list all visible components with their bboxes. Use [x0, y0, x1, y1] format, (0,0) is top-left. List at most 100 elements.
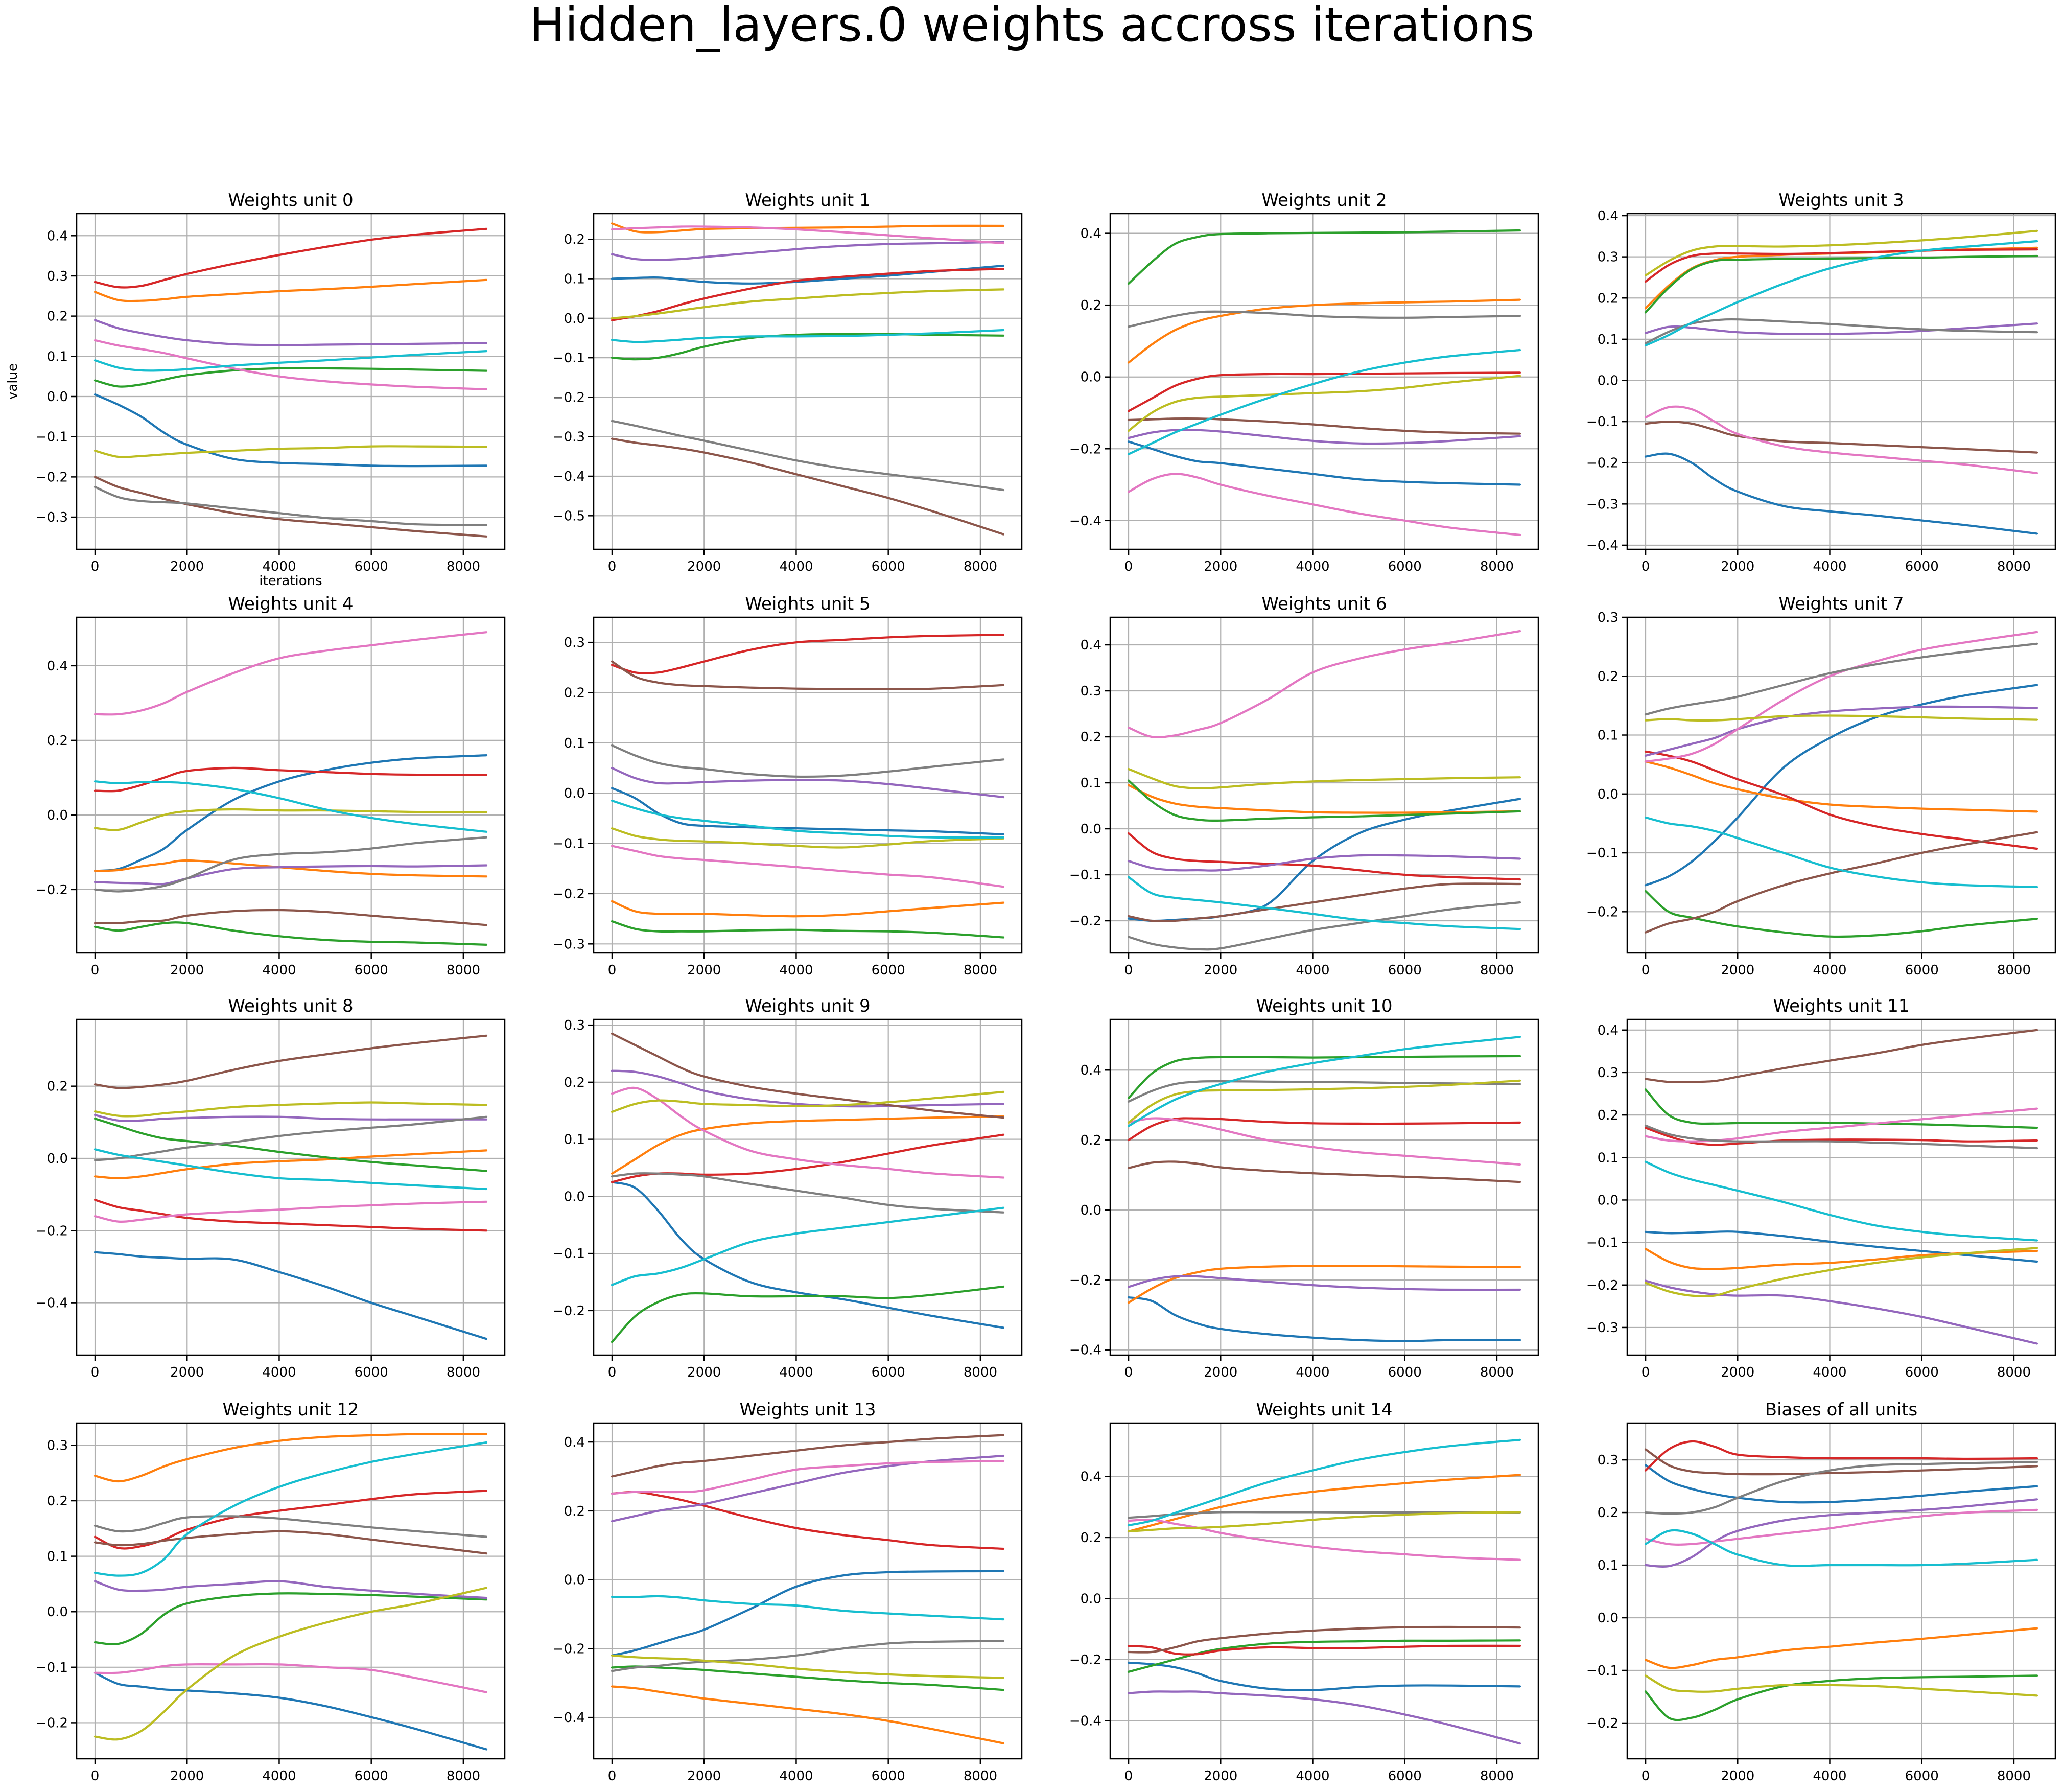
- series-line-9: [1644, 1160, 2038, 1242]
- series-line-7: [1127, 1080, 1521, 1103]
- y-tick-label: 0.0: [1598, 787, 1619, 802]
- y-tick-label: 0.2: [1598, 1505, 1619, 1521]
- series-line-5: [611, 1434, 1005, 1478]
- series-line-3: [1644, 1440, 2038, 1472]
- y-tick-label: 0.2: [47, 733, 68, 749]
- y-tick-label: −0.1: [553, 1246, 585, 1262]
- y-tick-label: −0.2: [1069, 914, 1101, 929]
- x-tick-label: 6000: [1388, 1768, 1422, 1784]
- x-tick-label: 2000: [1204, 963, 1237, 978]
- y-tick-label: 0.4: [1598, 208, 1619, 224]
- x-tick-label: 2000: [170, 559, 204, 574]
- x-tick-label: 6000: [355, 559, 388, 574]
- y-tick-label: 0.2: [1081, 1133, 1101, 1148]
- series-line-4: [611, 241, 1005, 261]
- x-tick-label: 0: [1641, 559, 1650, 574]
- plot-frame: [1626, 1018, 2056, 1356]
- series-line-9: [611, 799, 1005, 839]
- subplot-title: Weights unit 9: [745, 996, 870, 1016]
- series-line-6: [1127, 1117, 1521, 1166]
- series-line-8: [611, 1090, 1005, 1113]
- x-tick-label: 8000: [447, 559, 480, 574]
- series-line-9: [93, 780, 488, 833]
- x-tick-label: 2000: [687, 1768, 721, 1784]
- series-line-4: [1127, 1275, 1521, 1291]
- series-line-0: [1644, 452, 2038, 535]
- series-line-6: [1644, 631, 2038, 763]
- series-line-7: [611, 420, 1005, 492]
- subplot-title: Weights unit 1: [745, 190, 870, 211]
- x-tick-label: 4000: [779, 1768, 813, 1784]
- y-tick-label: 0.1: [1598, 1150, 1619, 1166]
- y-tick-label: −0.4: [1069, 514, 1101, 529]
- series-line-8: [611, 827, 1005, 849]
- x-tick-label: 8000: [964, 963, 997, 978]
- series-line-2: [1644, 254, 2038, 314]
- series-line-7: [93, 1115, 488, 1161]
- series-line-5: [1644, 1029, 2038, 1083]
- series-line-1: [93, 278, 488, 302]
- series-line-1: [1127, 1265, 1521, 1304]
- series-line-1: [611, 900, 1005, 918]
- series-line-7: [93, 1515, 488, 1538]
- series-line-5: [1127, 1160, 1521, 1183]
- subplot-12: 0 2000 4000 6000 8000 −0.2 −0.1 0.0 0.1 0.2 0.3 Wei…: [36, 1400, 506, 1784]
- y-tick-label: −0.3: [553, 430, 585, 445]
- series-line-6: [1644, 1107, 2038, 1143]
- series-line-2: [611, 1665, 1005, 1691]
- series-line-8: [611, 288, 1005, 319]
- series-line-9: [1644, 816, 2038, 888]
- series-line-0: [611, 1570, 1005, 1657]
- x-tick-label: 2000: [1721, 1768, 1754, 1784]
- y-tick-label: 0.0: [1081, 370, 1101, 385]
- series-line-3: [611, 1491, 1005, 1550]
- x-tick-label: 8000: [1480, 1768, 1514, 1784]
- y-tick-label: 0.1: [1081, 776, 1101, 791]
- series-line-8: [93, 445, 488, 458]
- series-line-5: [611, 437, 1005, 536]
- y-tick-label: 0.0: [47, 1151, 68, 1167]
- subplot-5: 0 2000 4000 6000 8000 −0.3 −0.2 −0.1 0.0 0.1 0.2 0.…: [553, 594, 1023, 978]
- subplot-title: Weights unit 3: [1778, 190, 1904, 211]
- y-tick-label: 0.0: [1081, 1203, 1101, 1218]
- y-tick-label: 0.4: [564, 1435, 585, 1450]
- y-tick-label: 0.4: [47, 659, 68, 674]
- y-tick-label: −0.1: [1586, 414, 1619, 430]
- y-tick-label: −0.2: [36, 1715, 68, 1731]
- series-line-2: [1127, 1639, 1521, 1673]
- series-line-0: [93, 1251, 488, 1340]
- y-tick-label: −0.2: [36, 882, 68, 898]
- subplot-11: 0 2000 4000 6000 8000 −0.3 −0.2 −0.1 0.0 0.1 0.2 0.…: [1586, 996, 2056, 1380]
- series-line-3: [93, 1199, 488, 1232]
- x-tick-label: 0: [1124, 1365, 1133, 1380]
- subplot-title: Weights unit 8: [228, 996, 353, 1016]
- series-line-3: [1644, 248, 2038, 283]
- series-line-3: [93, 227, 488, 289]
- subplot-title: Weights unit 7: [1778, 594, 1904, 614]
- series-line-9: [1127, 348, 1521, 455]
- x-tick-label: 4000: [779, 1365, 813, 1380]
- series-line-6: [611, 845, 1005, 888]
- y-tick-label: −0.2: [36, 470, 68, 485]
- series-line-5: [1644, 1448, 2038, 1476]
- figure-suptitle: Hidden_layers.0 weights accross iteratio…: [530, 0, 1535, 52]
- series-line-1: [1644, 1627, 2038, 1669]
- series-line-0: [611, 1181, 1005, 1329]
- series-line-3: [1127, 1644, 1521, 1656]
- plot-frame: [1109, 1422, 1539, 1760]
- y-tick-label: 0.2: [564, 1075, 585, 1090]
- y-axis-label: value: [5, 363, 20, 400]
- x-tick-label: 8000: [1480, 1365, 1514, 1380]
- y-tick-label: 0.2: [47, 1494, 68, 1509]
- x-tick-label: 6000: [355, 963, 388, 978]
- series-line-7: [1644, 1124, 2038, 1150]
- x-tick-label: 4000: [262, 559, 296, 574]
- series-line-6: [611, 1460, 1005, 1495]
- x-tick-label: 4000: [1296, 1768, 1329, 1784]
- x-tick-label: 8000: [964, 1365, 997, 1380]
- series-line-7: [1127, 310, 1521, 328]
- y-tick-label: 0.0: [1598, 1611, 1619, 1626]
- series-line-1: [1127, 784, 1521, 814]
- x-tick-label: 8000: [1480, 559, 1514, 574]
- y-tick-label: 0.3: [1598, 250, 1619, 265]
